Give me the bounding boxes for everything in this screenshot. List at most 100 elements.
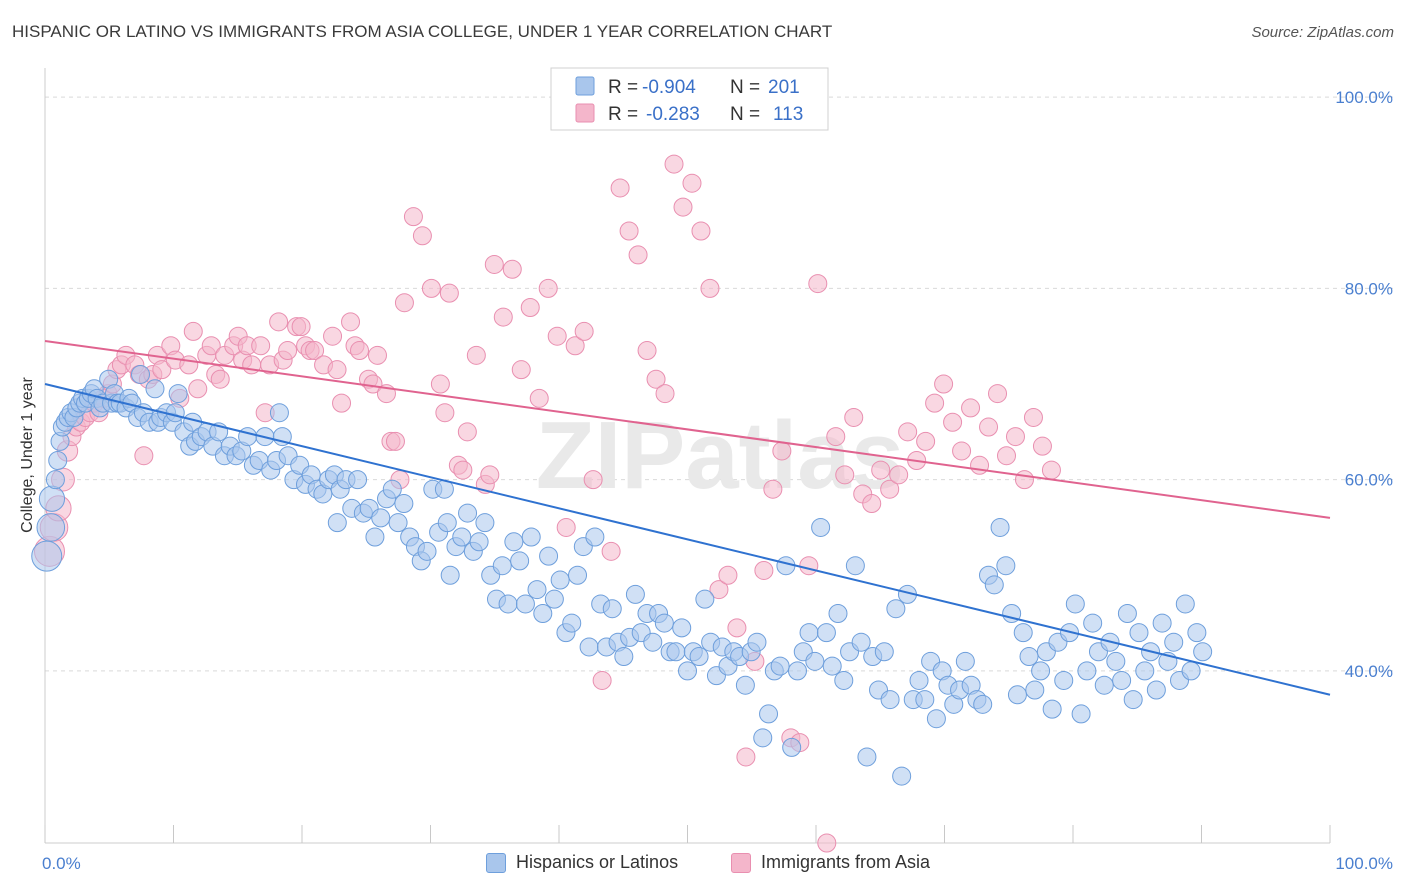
data-point <box>165 403 185 423</box>
data-point <box>637 341 657 361</box>
data-point <box>269 312 289 332</box>
data-point <box>1041 460 1061 480</box>
data-point <box>979 417 999 437</box>
data-point <box>183 321 203 341</box>
tick-labels: 40.0% 60.0% 80.0% 100.0% 0.0% 100.0% <box>42 88 1393 873</box>
data-point <box>654 613 674 633</box>
data-point <box>822 656 842 676</box>
data-point <box>811 517 831 537</box>
data-point <box>1019 647 1039 667</box>
data-point <box>547 326 567 346</box>
data-point <box>880 479 900 499</box>
data-point <box>388 513 408 533</box>
data-point <box>492 556 512 576</box>
legend-r-label-1: R = <box>608 77 638 98</box>
data-point <box>666 642 686 662</box>
data-point <box>179 355 199 375</box>
data-point <box>997 446 1017 466</box>
trend-lines <box>44 339 1331 696</box>
data-point <box>269 403 289 423</box>
legend-r-value-2: -0.283 <box>646 104 700 125</box>
data-point <box>1187 623 1207 643</box>
data-point <box>568 565 588 585</box>
y-tick-label: 60.0% <box>1345 471 1393 490</box>
data-point <box>828 604 848 623</box>
data-point <box>926 709 946 729</box>
data-point <box>458 503 478 523</box>
data-point <box>550 570 570 590</box>
legend-n-value-2: 113 <box>773 104 803 125</box>
data-point <box>437 513 457 533</box>
data-point <box>466 345 486 365</box>
data-point <box>529 388 549 408</box>
data-point <box>844 407 864 427</box>
data-point <box>327 513 347 533</box>
data-point <box>341 312 361 332</box>
data-point <box>1129 623 1149 643</box>
data-point <box>305 341 325 361</box>
data-point <box>1077 661 1097 681</box>
legend-swatch-hispanics <box>486 852 506 873</box>
data-point <box>1112 670 1132 690</box>
data-point <box>973 694 993 714</box>
data-point <box>898 422 918 442</box>
data-point <box>984 575 1004 595</box>
data-point <box>1007 685 1027 705</box>
data-point <box>520 298 540 317</box>
data-point <box>625 584 645 604</box>
data-point <box>565 336 585 356</box>
data-point <box>808 274 828 294</box>
data-point <box>1031 661 1051 681</box>
data-point <box>862 494 882 514</box>
data-point <box>521 527 541 547</box>
data-point <box>475 513 495 533</box>
trendline-hispanics-or-latinos <box>44 383 1331 696</box>
legend-swatch-pink <box>575 103 595 123</box>
data-point <box>210 369 230 389</box>
data-point <box>916 431 936 451</box>
data-point <box>727 618 747 638</box>
data-point <box>417 541 437 561</box>
data-point <box>251 336 271 356</box>
data-point <box>1014 470 1034 490</box>
data-point <box>799 623 819 643</box>
data-point <box>332 393 352 413</box>
data-point <box>1071 704 1091 724</box>
data-point <box>1054 670 1074 690</box>
data-point <box>952 441 972 461</box>
data-point <box>834 670 854 690</box>
data-point <box>736 747 756 767</box>
data-point <box>36 513 66 542</box>
data-point <box>718 565 738 585</box>
data-point <box>753 728 773 748</box>
data-point <box>502 259 522 279</box>
data-point <box>759 704 779 724</box>
data-point <box>770 656 790 676</box>
data-point <box>527 580 547 600</box>
data-point <box>787 661 807 681</box>
data-point <box>131 364 151 384</box>
data-point <box>988 384 1008 404</box>
data-point <box>1025 680 1045 700</box>
data-point <box>480 465 500 485</box>
legend-item-asia: Immigrants from Asia <box>731 852 930 873</box>
data-point <box>1193 642 1213 662</box>
data-point <box>961 398 981 418</box>
data-point <box>1181 661 1201 681</box>
data-point <box>691 221 711 241</box>
data-point <box>484 254 504 274</box>
data-point <box>643 632 663 652</box>
trendline-immigrants-from-asia <box>44 339 1331 519</box>
data-point <box>511 360 531 380</box>
data-point <box>610 178 630 198</box>
legend-n-label-2: N = <box>730 104 760 125</box>
data-point <box>1135 661 1155 681</box>
legend-n-label-1: N = <box>730 77 760 98</box>
data-point <box>238 427 258 447</box>
data-point <box>168 384 188 404</box>
y-tick-label: 80.0% <box>1345 279 1393 298</box>
y-tick-label: 100.0% <box>1335 88 1393 107</box>
data-point <box>412 226 432 246</box>
data-point <box>1042 699 1062 719</box>
